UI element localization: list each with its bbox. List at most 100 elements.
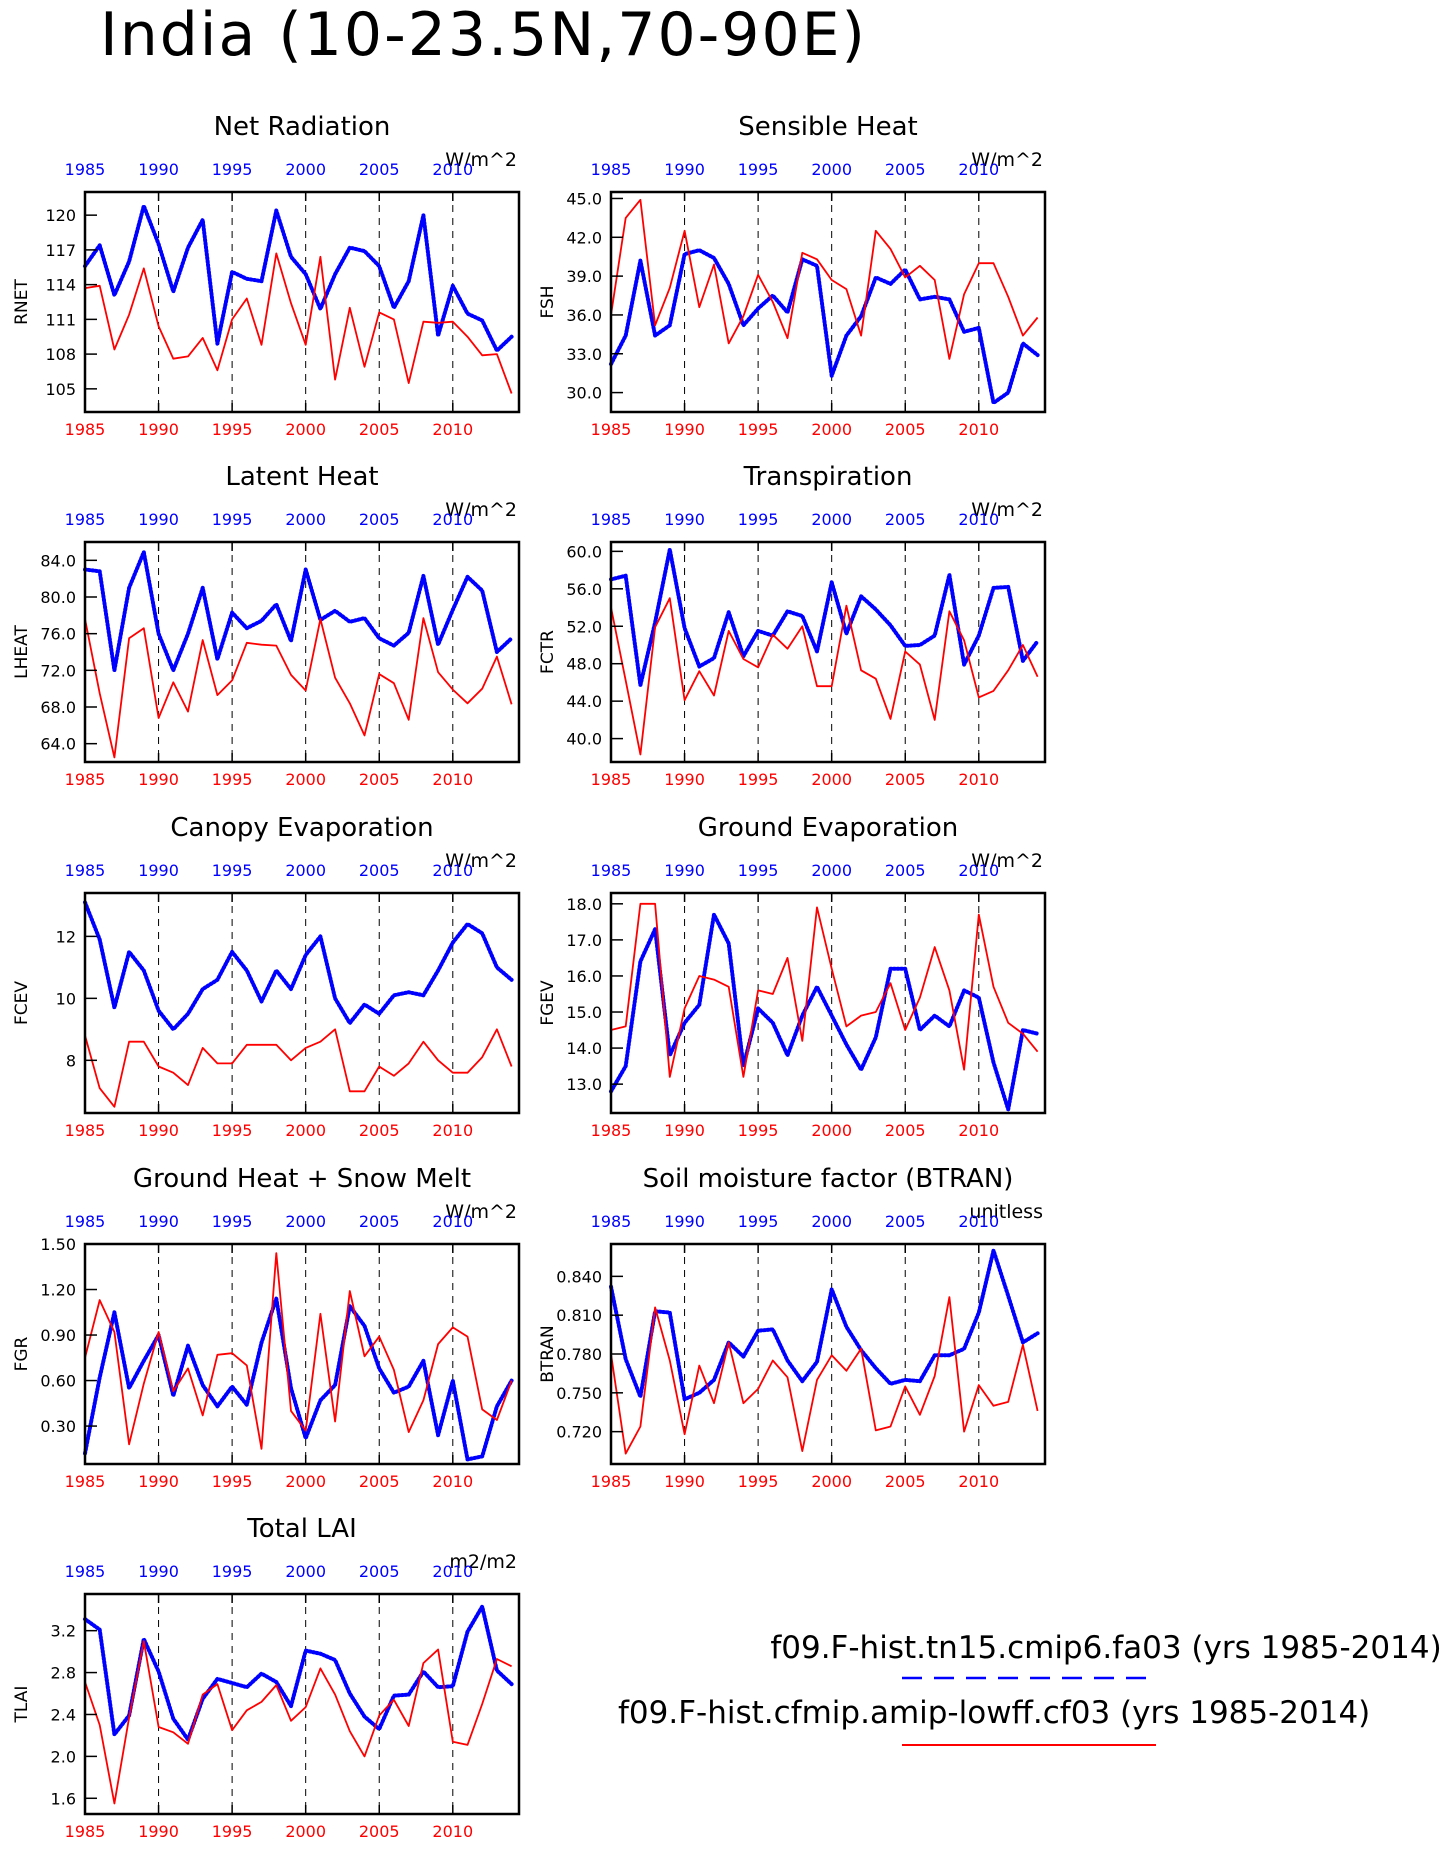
y-axis-label-fsh: FSH xyxy=(538,285,558,318)
x-tick-label-bottom-2005: 2005 xyxy=(359,770,400,789)
y-tick-label-fsh: 30.0 xyxy=(566,384,602,403)
panel-title-fcev: Canopy Evaporation xyxy=(170,813,433,843)
units-label-tlai: m2/m2 xyxy=(449,1551,517,1573)
panel-fsh: Sensible Heat W/m^2 30.0 33.0 36.0 39.0 42.0 45… xyxy=(538,112,1047,439)
x-tick-label-top-2010: 2010 xyxy=(958,510,999,529)
y-tick-label-fgr: 0.60 xyxy=(40,1372,76,1391)
y-tick-label-btran: 0.780 xyxy=(556,1345,602,1364)
x-tick-label-bottom-1985: 1985 xyxy=(65,1472,106,1491)
x-tick-label-top-1995: 1995 xyxy=(212,510,253,529)
x-tick-label-bottom-1995: 1995 xyxy=(212,770,253,789)
x-tick-label-top-1995: 1995 xyxy=(738,861,779,880)
x-tick-label-bottom-1990: 1990 xyxy=(138,1121,179,1140)
x-tick-label-bottom-1985: 1985 xyxy=(65,1121,106,1140)
y-axis-label-tlai: TLAI xyxy=(12,1686,32,1724)
x-tick-label-bottom-2000: 2000 xyxy=(285,1472,326,1491)
x-tick-label-bottom-2000: 2000 xyxy=(285,420,326,439)
y-tick-label-fcev: 10 xyxy=(56,989,76,1008)
x-tick-label-bottom-2010: 2010 xyxy=(432,770,473,789)
y-tick-label-rnet: 111 xyxy=(45,310,76,329)
x-tick-label-top-1995: 1995 xyxy=(738,1212,779,1231)
panel-fctr: Transpiration W/m^2 40.0 44.0 48.0 52.0 56.0 60… xyxy=(538,462,1047,789)
series-amip-lowff-line-lheat xyxy=(84,617,513,759)
y-tick-label-fgr: 0.30 xyxy=(40,1417,76,1436)
x-tick-label-bottom-2005: 2005 xyxy=(359,1822,400,1841)
x-tick-label-bottom-2000: 2000 xyxy=(285,1822,326,1841)
page-title: India (10-23.5N,70-90E) xyxy=(100,0,867,70)
panel-title-tlai: Total LAI xyxy=(246,1514,357,1544)
x-tick-label-top-1995: 1995 xyxy=(738,510,779,529)
panel-title-lheat: Latent Heat xyxy=(225,462,378,492)
x-tick-label-bottom-1995: 1995 xyxy=(212,1472,253,1491)
y-tick-label-rnet: 108 xyxy=(45,345,76,364)
x-tick-label-bottom-2000: 2000 xyxy=(811,1472,852,1491)
x-tick-label-top-1985: 1985 xyxy=(65,510,106,529)
x-tick-label-top-2005: 2005 xyxy=(359,861,400,880)
y-tick-label-lheat: 76.0 xyxy=(40,625,76,644)
units-label-fsh: W/m^2 xyxy=(971,149,1043,171)
x-tick-label-bottom-1995: 1995 xyxy=(212,420,253,439)
x-tick-label-top-1990: 1990 xyxy=(664,1212,705,1231)
panel-rnet: Net Radiation W/m^2 105 108 111 114 117 120 1985… xyxy=(12,112,521,439)
x-tick-label-top-1985: 1985 xyxy=(591,160,632,179)
y-tick-label-fgev: 13.0 xyxy=(566,1075,602,1094)
x-tick-label-bottom-2000: 2000 xyxy=(285,1121,326,1140)
y-tick-label-fctr: 44.0 xyxy=(566,692,602,711)
units-label-lheat: W/m^2 xyxy=(445,499,517,521)
x-tick-label-top-2005: 2005 xyxy=(359,1562,400,1581)
y-tick-label-lheat: 80.0 xyxy=(40,588,76,607)
panel-fgev: Ground Evaporation W/m^2 13.0 14.0 15.0 16.0 1… xyxy=(538,813,1047,1140)
x-tick-label-bottom-2010: 2010 xyxy=(958,1472,999,1491)
x-tick-label-top-2010: 2010 xyxy=(432,510,473,529)
series-amip-lowff-line-btran xyxy=(610,1296,1039,1455)
x-tick-label-bottom-2000: 2000 xyxy=(811,1121,852,1140)
x-tick-label-bottom-1995: 1995 xyxy=(738,420,779,439)
y-tick-label-rnet: 114 xyxy=(45,276,76,295)
x-tick-label-bottom-2010: 2010 xyxy=(958,1121,999,1140)
y-axis-label-rnet: RNET xyxy=(12,279,32,325)
plot-frame-lheat xyxy=(83,540,521,764)
x-tick-label-bottom-1995: 1995 xyxy=(738,770,779,789)
plot-frame-fctr xyxy=(609,540,1047,764)
x-tick-label-top-1995: 1995 xyxy=(738,160,779,179)
y-axis-label-fcev: FCEV xyxy=(12,981,32,1025)
y-tick-label-fcev: 8 xyxy=(66,1051,76,1070)
y-tick-label-lheat: 84.0 xyxy=(40,551,76,570)
y-tick-label-fsh: 42.0 xyxy=(566,228,602,247)
x-tick-label-top-1990: 1990 xyxy=(664,861,705,880)
panel-title-fgev: Ground Evaporation xyxy=(698,813,958,843)
series-cmip6-line-fctr xyxy=(609,547,1040,688)
x-tick-label-bottom-1990: 1990 xyxy=(138,770,179,789)
x-tick-label-bottom-2005: 2005 xyxy=(885,1472,926,1491)
panel-title-fgr: Ground Heat + Snow Melt xyxy=(133,1164,471,1194)
x-tick-label-top-1995: 1995 xyxy=(212,1562,253,1581)
x-tick-label-bottom-2005: 2005 xyxy=(359,1121,400,1140)
x-tick-label-top-2000: 2000 xyxy=(285,1212,326,1231)
panel-title-fctr: Transpiration xyxy=(743,462,913,492)
y-tick-label-btran: 0.840 xyxy=(556,1267,602,1286)
series-cmip6-line-tlai xyxy=(83,1604,514,1742)
y-tick-label-fsh: 45.0 xyxy=(566,189,602,208)
plot-frame-fgev xyxy=(609,891,1047,1115)
y-tick-label-fgev: 16.0 xyxy=(566,967,602,986)
x-tick-label-bottom-1990: 1990 xyxy=(138,420,179,439)
x-tick-label-top-1995: 1995 xyxy=(212,1212,253,1231)
x-tick-label-bottom-2000: 2000 xyxy=(811,420,852,439)
x-tick-label-top-1985: 1985 xyxy=(591,1212,632,1231)
x-tick-label-bottom-2005: 2005 xyxy=(885,770,926,789)
plot-frame-tlai xyxy=(83,1592,521,1816)
panel-btran: Soil moisture factor (BTRAN) unitless 0.72… xyxy=(538,1164,1047,1491)
y-tick-label-tlai: 2.4 xyxy=(51,1705,76,1724)
series-cmip6-line-fsh xyxy=(609,248,1040,405)
panel-fgr: Ground Heat + Snow Melt W/m^2 0.30 0.60 0.90… xyxy=(12,1164,521,1491)
x-tick-label-top-2005: 2005 xyxy=(885,1212,926,1231)
series-amip-lowff-line-fgev xyxy=(610,902,1039,1078)
plot-frame-rnet xyxy=(83,190,521,414)
x-tick-label-bottom-2010: 2010 xyxy=(958,770,999,789)
x-tick-label-bottom-1990: 1990 xyxy=(664,420,705,439)
plot-frame-fsh xyxy=(609,190,1047,414)
x-tick-label-top-2000: 2000 xyxy=(285,861,326,880)
x-tick-label-top-2010: 2010 xyxy=(432,1562,473,1581)
x-tick-label-bottom-2010: 2010 xyxy=(432,1822,473,1841)
